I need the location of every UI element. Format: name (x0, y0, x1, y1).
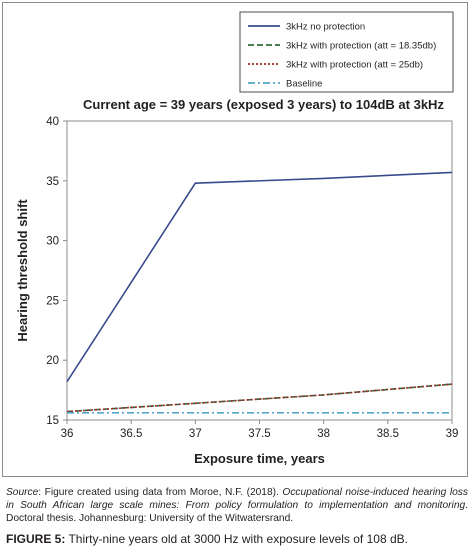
source-label: Source (6, 487, 39, 498)
legend-entry-1: 3kHz no protection (286, 22, 365, 33)
figure-caption-text: Thirty-nine years old at 3000 Hz with ex… (65, 532, 408, 546)
y-tick-label: 30 (46, 236, 59, 248)
figure-caption: FIGURE 5: Thirty-nine years old at 3000 … (6, 532, 408, 546)
y-tick-label: 20 (46, 355, 59, 367)
x-tick-label: 36.5 (120, 428, 142, 440)
y-tick-label: 25 (46, 295, 59, 307)
legend-entry-2: 3kHz with protection (att = 18.35db) (286, 41, 436, 52)
y-tick-label: 35 (46, 176, 59, 188)
x-axis-label: Exposure time, years (194, 451, 325, 466)
source-text-after: . Doctoral thesis. Johannesburg: Univers… (6, 500, 468, 524)
x-tick-label: 39 (446, 428, 459, 440)
legend-entry-4: Baseline (286, 79, 322, 90)
source-text-before: : Figure created using data from Moroe, … (38, 487, 283, 498)
x-tick-label: 38.5 (377, 428, 399, 440)
y-axis-label: Hearing threshold shift (15, 199, 30, 342)
y-tick-label: 15 (46, 415, 59, 427)
line-chart: 15 20 25 30 35 40 36 36.5 37 37.5 38 38.5 39 Exposure… (15, 11, 459, 466)
x-tick-label: 37.5 (248, 428, 270, 440)
source-note: Source: Figure created using data from M… (6, 486, 468, 525)
series-line-3 (66, 383, 453, 413)
x-tick-label: 36 (61, 428, 74, 440)
y-tick-label: 40 (46, 116, 59, 128)
plot-area-border (66, 120, 453, 421)
chart-frame: 15 20 25 30 35 40 36 36.5 37 37.5 38 38.5 39 Exposure… (2, 2, 468, 477)
legend-entry-3: 3kHz with protection (att = 25db) (286, 60, 423, 71)
x-tick-label: 38 (317, 428, 330, 440)
figure-caption-label: FIGURE 5: (6, 532, 66, 546)
x-tick-label: 37 (189, 428, 202, 440)
chart-title: Current age = 39 years (exposed 3 years)… (83, 97, 444, 112)
series-line-1 (66, 171, 453, 383)
source-text-italic: Occupational noise-induced hearing loss … (6, 487, 468, 511)
